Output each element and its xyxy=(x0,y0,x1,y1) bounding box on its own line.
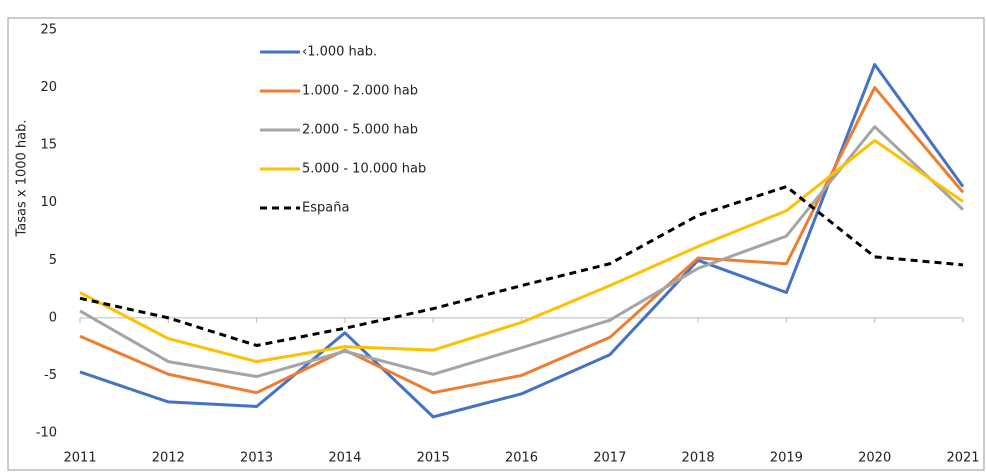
y-tick-label: 20 xyxy=(40,80,57,95)
x-tick-label: 2016 xyxy=(505,451,538,466)
series-line xyxy=(79,86,965,395)
x-tick-label: 2012 xyxy=(152,451,185,466)
x-tick-label: 2018 xyxy=(682,451,715,466)
legend-label: 1.000 - 2.000 hab xyxy=(302,84,418,99)
y-tick-label: 25 xyxy=(40,23,57,38)
x-tick-label: 2017 xyxy=(593,451,626,466)
x-tick-label: 2013 xyxy=(240,451,273,466)
x-tick-label: 2020 xyxy=(858,451,891,466)
legend-label: 2.000 - 5.000 hab xyxy=(302,123,418,138)
y-tick-label: 0 xyxy=(49,310,57,325)
y-axis-title: Tasas x 1000 hab. xyxy=(15,119,30,237)
y-tick-label: -5 xyxy=(44,368,57,383)
x-tick-label: 2011 xyxy=(63,451,96,466)
y-tick-label: -10 xyxy=(36,426,57,441)
legend-label: España xyxy=(302,201,349,216)
y-tick-label: 5 xyxy=(49,253,57,268)
legend-label: ‹1.000 hab. xyxy=(302,45,377,60)
y-tick-label: 10 xyxy=(40,195,57,210)
legend-label: 5.000 - 10.000 hab xyxy=(302,162,426,177)
y-tick-label: 15 xyxy=(40,138,57,153)
x-tick-label: 2019 xyxy=(770,451,803,466)
series-line xyxy=(79,63,965,419)
x-tick-label: 2015 xyxy=(417,451,450,466)
x-tick-label: 2014 xyxy=(328,451,361,466)
series-line xyxy=(79,125,965,379)
chart-frame xyxy=(7,17,985,471)
x-tick-label: 2021 xyxy=(946,451,979,466)
series-line xyxy=(79,139,964,364)
